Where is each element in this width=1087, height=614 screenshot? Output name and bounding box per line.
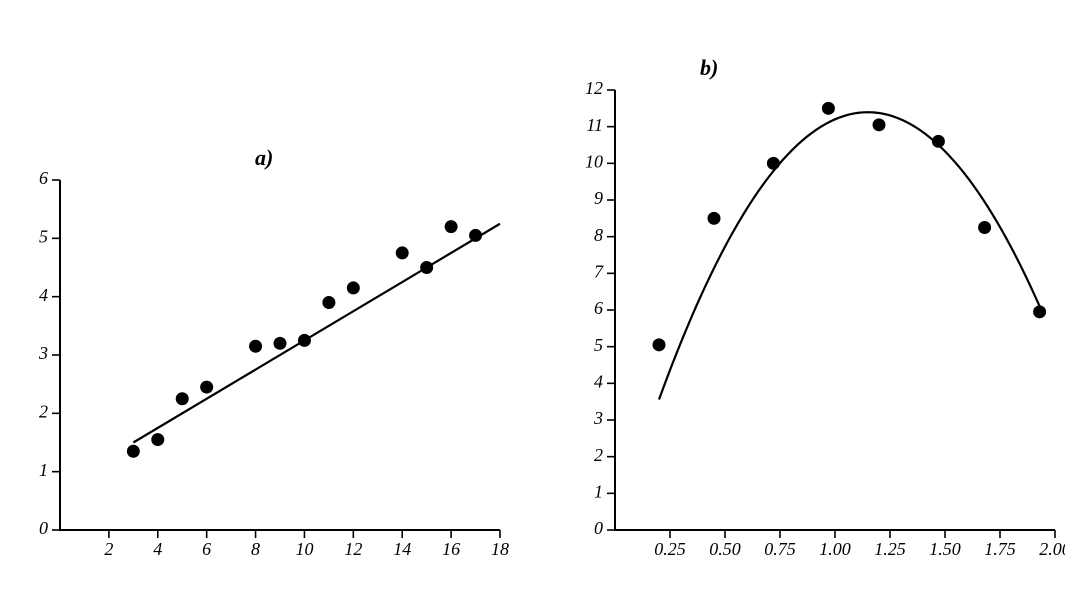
data-point xyxy=(176,392,189,405)
data-point xyxy=(932,135,945,148)
x-tick-label: 18 xyxy=(491,539,509,559)
y-tick-label: 12 xyxy=(585,80,603,98)
data-point xyxy=(822,102,835,115)
x-tick-label: 14 xyxy=(393,539,411,559)
panel-a-label: a) xyxy=(255,145,273,171)
x-tick-label: 8 xyxy=(251,539,260,559)
x-tick-label: 0.50 xyxy=(709,539,741,559)
x-tick-label: 2 xyxy=(104,539,113,559)
data-point xyxy=(298,334,311,347)
y-tick-label: 3 xyxy=(38,343,48,363)
x-tick-label: 12 xyxy=(344,539,362,559)
data-point xyxy=(469,229,482,242)
y-tick-label: 0 xyxy=(594,518,603,538)
x-tick-label: 4 xyxy=(153,539,162,559)
y-tick-label: 5 xyxy=(39,226,48,246)
data-point xyxy=(978,221,991,234)
x-tick-label: 10 xyxy=(295,539,313,559)
data-point xyxy=(767,157,780,170)
x-tick-label: 0.25 xyxy=(654,539,686,559)
y-tick-label: 6 xyxy=(39,170,48,188)
data-point xyxy=(396,246,409,259)
y-tick-label: 1 xyxy=(594,481,603,501)
x-tick-label: 2.00 xyxy=(1039,539,1065,559)
data-point xyxy=(347,281,360,294)
data-point xyxy=(653,338,666,351)
x-tick-label: 0.75 xyxy=(764,539,796,559)
y-tick-label: 4 xyxy=(594,371,603,391)
data-point xyxy=(200,381,213,394)
figure-container: a) b) 012345624681012141618 012345678910… xyxy=(0,0,1087,614)
data-point xyxy=(249,340,262,353)
data-point xyxy=(274,337,287,350)
y-tick-label: 10 xyxy=(585,151,603,171)
panel-a-chart: 012345624681012141618 xyxy=(10,170,510,565)
x-tick-label: 1.50 xyxy=(929,539,961,559)
data-point xyxy=(420,261,433,274)
data-point xyxy=(127,445,140,458)
y-tick-label: 0 xyxy=(39,518,48,538)
panel-b-label: b) xyxy=(700,55,718,81)
y-tick-label: 6 xyxy=(594,298,603,318)
data-point xyxy=(1033,305,1046,318)
y-tick-label: 4 xyxy=(39,285,48,305)
y-tick-label: 2 xyxy=(594,445,603,465)
fit-line xyxy=(133,224,500,443)
y-tick-label: 7 xyxy=(594,261,604,281)
data-point xyxy=(151,433,164,446)
x-tick-label: 6 xyxy=(202,539,211,559)
y-tick-label: 2 xyxy=(39,401,48,421)
x-tick-label: 1.25 xyxy=(874,539,906,559)
x-tick-label: 1.75 xyxy=(984,539,1016,559)
data-point xyxy=(322,296,335,309)
x-tick-label: 16 xyxy=(442,539,460,559)
fit-curve xyxy=(659,112,1040,399)
y-tick-label: 9 xyxy=(594,188,603,208)
panel-b-chart: 01234567891011120.250.500.751.001.251.50… xyxy=(565,80,1065,565)
axes xyxy=(615,90,1055,530)
x-tick-label: 1.00 xyxy=(819,539,851,559)
y-tick-label: 1 xyxy=(39,460,48,480)
data-point xyxy=(445,220,458,233)
data-point xyxy=(708,212,721,225)
y-tick-label: 3 xyxy=(593,408,603,428)
data-point xyxy=(873,118,886,131)
y-tick-label: 8 xyxy=(594,225,603,245)
y-tick-label: 11 xyxy=(586,115,603,135)
y-tick-label: 5 xyxy=(594,335,603,355)
